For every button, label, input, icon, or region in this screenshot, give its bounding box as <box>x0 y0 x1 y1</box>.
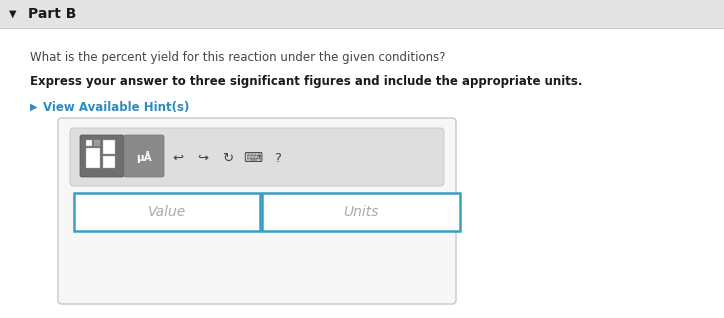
Bar <box>94 140 100 146</box>
Text: ↻: ↻ <box>222 151 234 164</box>
Text: ▶: ▶ <box>30 102 38 112</box>
Text: What is the percent yield for this reaction under the given conditions?: What is the percent yield for this react… <box>30 52 445 65</box>
Text: ⌨: ⌨ <box>243 151 263 164</box>
Bar <box>74 193 260 231</box>
FancyBboxPatch shape <box>124 135 164 177</box>
Bar <box>103 140 115 154</box>
Text: Part B: Part B <box>28 7 76 21</box>
Bar <box>86 140 92 146</box>
Text: μÅ: μÅ <box>136 151 152 163</box>
Text: Units: Units <box>343 205 379 219</box>
Text: View Available Hint(s): View Available Hint(s) <box>43 100 190 114</box>
Bar <box>86 148 100 168</box>
Text: ↩: ↩ <box>172 151 184 164</box>
Text: Value: Value <box>148 205 186 219</box>
FancyBboxPatch shape <box>58 118 456 304</box>
Bar <box>103 156 115 168</box>
Bar <box>0 0 724 28</box>
Text: ?: ? <box>274 151 282 164</box>
FancyBboxPatch shape <box>70 128 444 186</box>
Text: ▼: ▼ <box>9 9 17 19</box>
Text: Express your answer to three significant figures and include the appropriate uni: Express your answer to three significant… <box>30 75 583 88</box>
Text: ↪: ↪ <box>198 151 209 164</box>
Bar <box>262 193 460 231</box>
FancyBboxPatch shape <box>80 135 124 177</box>
